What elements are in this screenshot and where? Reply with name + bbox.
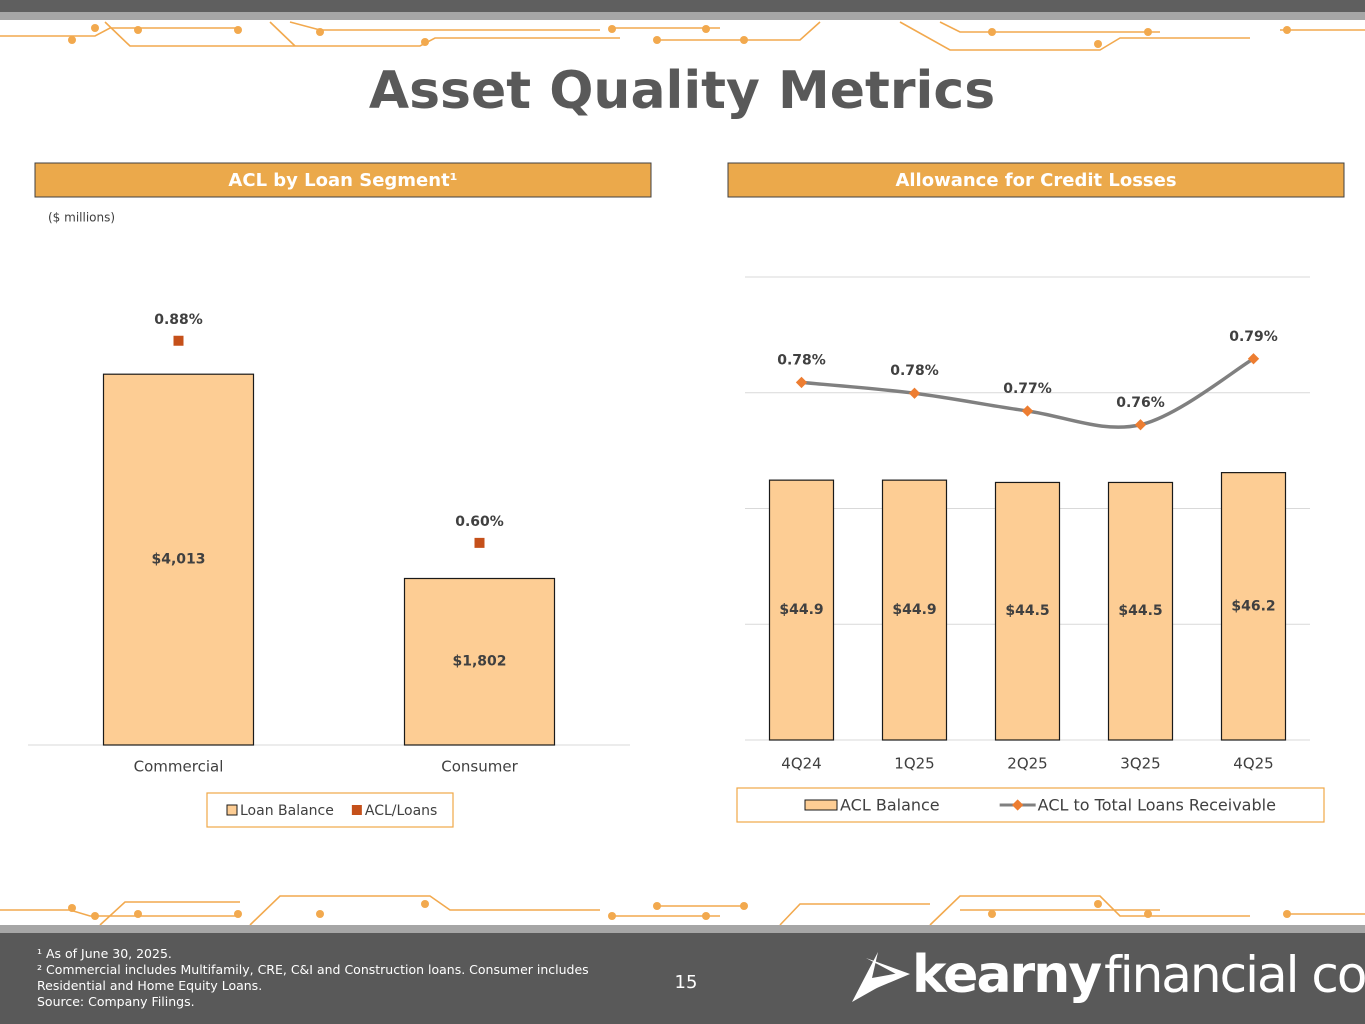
x-tick-label: 1Q25 — [894, 755, 934, 773]
logo: kearnyfinancial corp. — [912, 945, 1365, 1005]
line-value-label: 0.78% — [777, 352, 826, 368]
bar — [994, 481, 1061, 741]
footnotes: ¹ As of June 30, 2025. ² Commercial incl… — [37, 946, 607, 1010]
bar — [102, 373, 255, 746]
marker-value-label: 0.88% — [154, 312, 203, 328]
legend-symbol — [804, 799, 838, 811]
bar-value-label: $44.9 — [779, 602, 823, 618]
circuit-dots-bottom — [68, 900, 1291, 920]
x-tick-label: Commercial — [134, 758, 224, 776]
bar-value-label: $44.5 — [1118, 603, 1162, 619]
line-marker — [1134, 419, 1147, 431]
chart-title: ACL by Loan Segment¹ — [228, 170, 457, 191]
x-tick-label: Consumer — [441, 758, 518, 776]
top-strip — [0, 12, 1365, 20]
legend-label: ACL to Total Loans Receivable — [1038, 796, 1276, 815]
bar-value-label: $44.5 — [1005, 603, 1049, 619]
circuit-bottom — [0, 895, 1365, 926]
legend-symbol — [226, 804, 238, 816]
bar — [768, 479, 835, 741]
bottom-strip — [0, 925, 1365, 933]
x-tick-label: 4Q25 — [1233, 755, 1273, 773]
x-tick-label: 2Q25 — [1007, 755, 1047, 773]
logo-rest: financial corp. — [1104, 946, 1365, 1004]
circuit-top — [0, 21, 1365, 51]
slide-title: Asset Quality Metrics — [369, 61, 995, 121]
bar-value-label: $4,013 — [151, 552, 205, 568]
bar — [1220, 472, 1287, 741]
logo-mark — [852, 952, 910, 1002]
chart-title: Allowance for Credit Losses — [895, 170, 1176, 191]
legend-label: ACL Balance — [840, 796, 940, 815]
marker — [474, 537, 485, 548]
legend-symbol — [351, 805, 362, 815]
footnote: ¹ As of June 30, 2025. — [37, 946, 172, 961]
legend-label: Loan Balance — [240, 803, 334, 819]
chart-header — [34, 162, 652, 198]
footnote: ² Commercial includes Multifamily, CRE, … — [37, 962, 589, 993]
legend-label: ACL/Loans — [365, 803, 438, 819]
legend-symbol — [1011, 799, 1024, 811]
page-number: 15 — [675, 972, 698, 993]
line-marker — [1247, 353, 1260, 365]
line-marker — [908, 387, 921, 399]
bar-value-label: $44.9 — [892, 602, 936, 618]
bottom-band — [0, 933, 1365, 1024]
x-tick-label: 3Q25 — [1120, 755, 1160, 773]
x-tick-label: 4Q24 — [781, 755, 821, 773]
footnote: Source: Company Filings. — [37, 994, 195, 1009]
line-marker — [1021, 405, 1034, 417]
line-value-label: 0.76% — [1116, 395, 1165, 411]
bar-value-label: $46.2 — [1231, 598, 1275, 614]
marker — [173, 335, 184, 346]
circuit-dots-top — [68, 24, 1291, 48]
line-value-label: 0.78% — [890, 363, 939, 379]
line-marker — [795, 376, 808, 389]
chart-header — [727, 162, 1345, 198]
line-value-label: 0.79% — [1229, 329, 1278, 345]
bar-value-label: $1,802 — [452, 654, 506, 670]
bar — [403, 577, 556, 746]
top-band — [0, 0, 1365, 12]
bar — [881, 479, 948, 741]
bar — [1107, 481, 1174, 741]
legend-box — [206, 792, 454, 828]
logo-brand: kearny — [912, 945, 1101, 1005]
chart-subtitle: ($ millions) — [48, 211, 115, 225]
marker-value-label: 0.60% — [455, 514, 504, 530]
line-value-label: 0.77% — [1003, 381, 1052, 397]
